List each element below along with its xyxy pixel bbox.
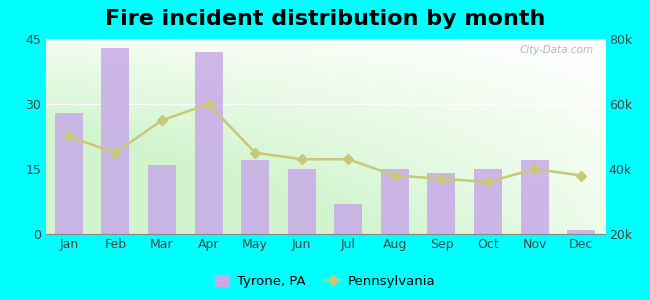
Bar: [55, 113, 83, 234]
Bar: [101, 48, 129, 234]
Bar: [381, 169, 409, 234]
Bar: [474, 169, 502, 234]
Bar: [148, 165, 176, 234]
Bar: [288, 169, 316, 234]
Bar: [428, 173, 456, 234]
Bar: [334, 204, 362, 234]
Text: Fire incident distribution by month: Fire incident distribution by month: [105, 9, 545, 29]
Bar: [241, 160, 269, 234]
Bar: [194, 52, 222, 234]
Bar: [567, 230, 595, 234]
Text: City-Data.com: City-Data.com: [519, 45, 593, 55]
Bar: [521, 160, 549, 234]
Legend: Tyrone, PA, Pennsylvania: Tyrone, PA, Pennsylvania: [209, 269, 441, 293]
